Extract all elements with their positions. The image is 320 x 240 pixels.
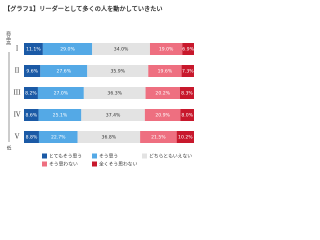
value-label: 10.2% xyxy=(178,135,193,141)
legend-label: どちらともいえない xyxy=(149,153,192,160)
legend-label: そう思う xyxy=(99,153,118,160)
value-label: 7.3% xyxy=(182,69,194,75)
bar-segment xyxy=(81,109,145,121)
value-label: 11.1% xyxy=(26,47,41,53)
value-label: 27.6% xyxy=(56,69,71,75)
legend-swatch xyxy=(42,153,47,159)
bar-segment xyxy=(148,65,182,77)
value-label: 8.6% xyxy=(25,113,37,119)
bar-segment xyxy=(176,131,194,143)
value-label: 6.9% xyxy=(182,47,194,53)
value-label: 36.3% xyxy=(107,91,122,97)
y-label-top: 商品高 xyxy=(6,30,11,46)
legend-swatch xyxy=(142,153,147,159)
value-label: 20.2% xyxy=(155,91,170,97)
bar-segment xyxy=(42,43,93,55)
bar-segment xyxy=(181,65,194,77)
value-label: 19.0% xyxy=(159,47,174,53)
bar-segment xyxy=(24,109,39,121)
bar-segment xyxy=(92,43,150,55)
value-label: 29.0% xyxy=(60,47,75,53)
bar-segment xyxy=(40,65,88,77)
legend-swatch xyxy=(92,161,97,167)
chart-title: 【グラフ1】リーダーとして多くの人を動かしていきたい xyxy=(4,5,163,13)
value-label: 25.1% xyxy=(53,113,68,119)
bar-segment xyxy=(24,43,43,55)
y-tick-label: V xyxy=(14,134,20,141)
value-label: 20.9% xyxy=(155,113,170,119)
legend-label: そう思わない xyxy=(49,161,78,168)
bar-segment xyxy=(140,131,177,143)
value-label: 8.2% xyxy=(25,91,37,97)
value-label: 34.0% xyxy=(114,47,129,53)
legend-label: とてもそう思う xyxy=(49,153,82,160)
bar-segment xyxy=(179,87,194,99)
bar-segment xyxy=(149,43,183,55)
legend-label: 全くそう思わない xyxy=(99,161,138,168)
value-label: 21.5% xyxy=(151,135,166,141)
bar-segment xyxy=(83,87,146,99)
value-label: 22.7% xyxy=(51,135,66,141)
bar-segment xyxy=(145,87,180,99)
value-label: 8.3% xyxy=(181,91,193,97)
y-tick-label: II xyxy=(15,68,20,75)
bar-segment xyxy=(77,131,141,143)
bar-segment xyxy=(38,109,82,121)
bar-segment xyxy=(87,65,149,77)
bar-segment xyxy=(24,65,41,77)
bar-segment xyxy=(24,131,39,143)
y-tick-label: III xyxy=(13,90,21,97)
legend-swatch xyxy=(92,153,97,159)
bar-segment xyxy=(144,109,181,121)
bar-segment xyxy=(38,131,78,143)
bar-segment xyxy=(182,43,194,55)
value-label: 8.8% xyxy=(26,135,38,141)
legend-swatch xyxy=(42,161,47,167)
value-label: 27.0% xyxy=(54,91,69,97)
y-tick-label: I xyxy=(16,46,19,53)
value-label: 37.4% xyxy=(106,113,121,119)
bar-segment xyxy=(24,87,38,99)
value-label: 19.6% xyxy=(158,69,173,75)
value-label: 9.6% xyxy=(26,69,38,75)
bar-segment xyxy=(180,109,194,121)
value-label: 8.0% xyxy=(181,113,193,119)
chart: 【グラフ1】リーダーとして多くの人を動かしていきたい 商品高 低 I 11.1% 2… xyxy=(4,5,195,168)
page: {"chart_data": {"type": "stacked-bar", "… xyxy=(4,5,195,168)
y-tick-label: IV xyxy=(14,112,21,119)
value-label: 35.9% xyxy=(110,69,125,75)
y-label-bottom: 低 xyxy=(7,145,12,152)
bar-segment xyxy=(37,87,84,99)
value-label: 36.8% xyxy=(102,135,117,141)
